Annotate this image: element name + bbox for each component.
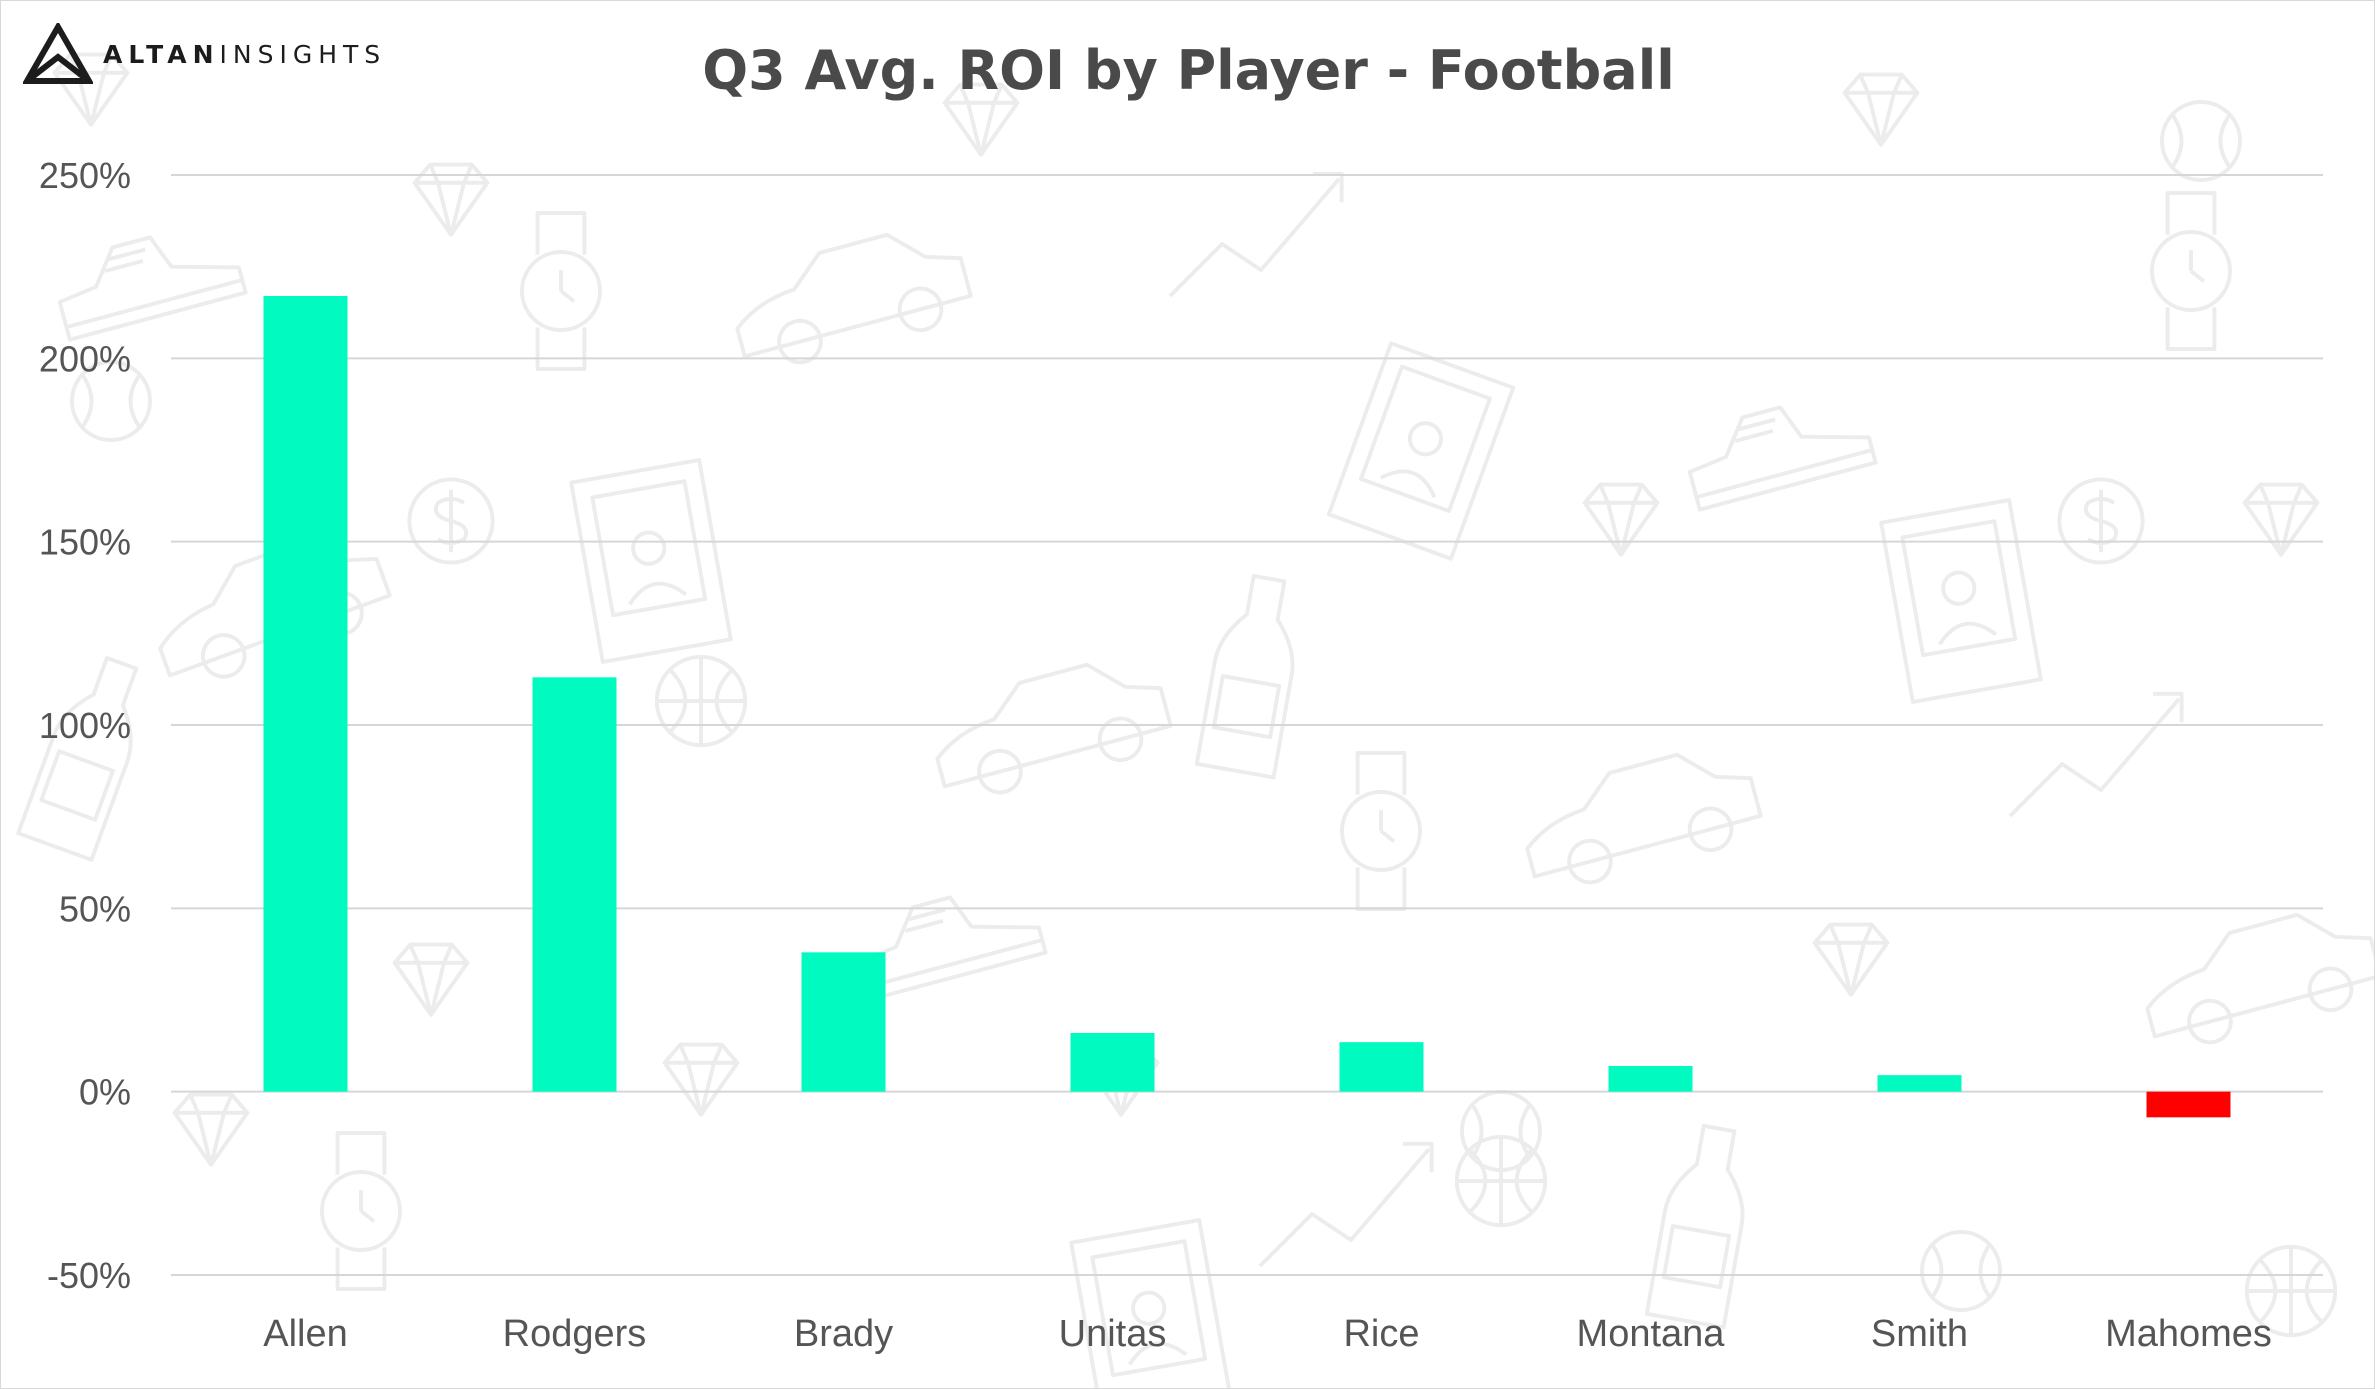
x-tick-label: Montana: [1577, 1313, 1726, 1355]
car-icon: [2145, 912, 2374, 1045]
sneaker-icon: [857, 895, 1048, 1002]
trend-arrow-icon: [1168, 171, 1344, 298]
bar-rodgers: [532, 677, 617, 1092]
baseball-icon: [70, 360, 152, 442]
sneaker-icon: [57, 235, 248, 342]
diamond-icon: [392, 942, 470, 1017]
diamond-icon: [2242, 482, 2320, 557]
bar-allen: [263, 296, 348, 1092]
diamond-icon: [52, 52, 130, 127]
bar-brady: [801, 952, 886, 1092]
altan-logo-icon: [23, 23, 93, 84]
watch-icon: [320, 1131, 402, 1291]
grid-lines: [171, 174, 2323, 1276]
baseball-icon: [1460, 1090, 1542, 1172]
diamond-icon: [942, 82, 1020, 157]
chart-title: Q3 Avg. ROI by Player - Football: [702, 39, 1675, 102]
diamond-icon: [1812, 922, 1890, 997]
diamond-icon: [662, 1042, 740, 1117]
x-tick-label: Mahomes: [2105, 1313, 2272, 1355]
brand-logo-area: ALTANINSIGHTS: [23, 23, 386, 85]
trading-card-icon: [1069, 1218, 1233, 1388]
diamond-icon: [412, 162, 490, 237]
bar-unitas: [1070, 1033, 1155, 1092]
bottle-icon: [1194, 573, 1295, 780]
brand-name: ALTANINSIGHTS: [103, 40, 386, 69]
x-tick-label: Smith: [1871, 1313, 1968, 1355]
trading-card-icon: [569, 458, 733, 664]
watch-icon: [520, 211, 602, 371]
x-tick-label: Rice: [1343, 1313, 1419, 1355]
x-tick-label: Brady: [794, 1313, 893, 1355]
bottle-icon: [16, 655, 139, 862]
trading-card-icon: [1879, 498, 2043, 704]
baseball-icon: [1920, 1230, 2002, 1312]
basketball-icon: [1454, 1134, 1548, 1228]
brand-name-light: INSIGHTS: [219, 39, 387, 69]
bar-montana: [1608, 1066, 1693, 1092]
bottle-icon: [1644, 1123, 1745, 1330]
x-axis-ticks: Allen Rodgers Brady Unitas Rice Montana Smith M…: [263, 1313, 2272, 1355]
basketball-icon: [654, 654, 748, 748]
trend-arrow-icon: [1258, 1141, 1434, 1268]
trading-card-icon: [1326, 341, 1516, 561]
sneaker-icon: [1687, 405, 1878, 512]
y-tick-label: 100%: [39, 705, 131, 746]
diamond-icon: [172, 1092, 250, 1167]
bar-smith: [1877, 1075, 1962, 1092]
brand-name-bold: ALTAN: [103, 39, 220, 69]
x-tick-label: Unitas: [1059, 1313, 1167, 1355]
y-tick-label: 0%: [79, 1072, 131, 1113]
baseball-icon: [2160, 100, 2242, 182]
car-icon: [735, 232, 973, 365]
y-tick-label: 150%: [39, 522, 131, 563]
y-tick-label: 250%: [39, 155, 131, 196]
y-axis-ticks: -50% 0% 50% 100% 150% 200% 250%: [39, 155, 131, 1296]
trend-arrow-icon: [2008, 691, 2184, 818]
y-tick-label: 200%: [39, 338, 131, 379]
x-tick-label: Allen: [263, 1313, 348, 1355]
x-tick-label: Rodgers: [503, 1313, 647, 1355]
basketball-icon: [2244, 1244, 2338, 1338]
bars: [263, 296, 2231, 1118]
diamond-icon: [1842, 72, 1920, 147]
diamond-icon: [1582, 482, 1660, 557]
y-tick-label: -50%: [47, 1255, 131, 1296]
bar-rice: [1339, 1042, 1424, 1092]
watch-icon: [2150, 191, 2232, 351]
bar-mahomes: [2146, 1091, 2231, 1118]
y-tick-label: 50%: [59, 888, 131, 929]
car-icon: [1525, 752, 1763, 885]
